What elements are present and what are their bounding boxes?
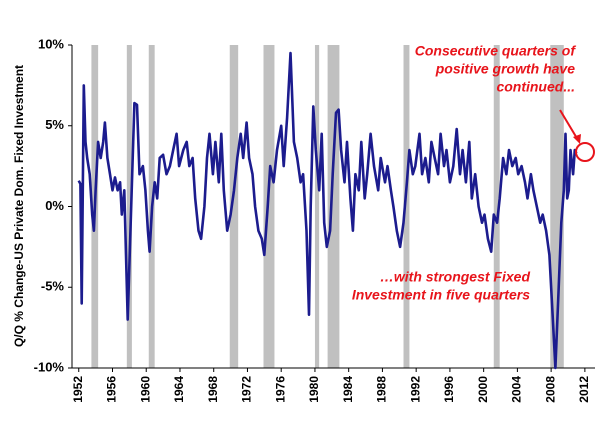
x-tick-label: 1956: [105, 376, 119, 403]
x-tick-label: 1980: [307, 376, 321, 403]
annotation: continued...: [496, 79, 575, 95]
recession-bar: [126, 45, 132, 368]
y-tick-label: 10%: [38, 36, 64, 51]
x-tick-label: 1952: [71, 376, 85, 403]
y-tick-label: 0%: [45, 198, 64, 213]
y-tick-label: -10%: [34, 359, 65, 374]
recession-bar: [314, 45, 320, 368]
recession-bar: [550, 45, 564, 368]
recession-bar: [327, 45, 340, 368]
x-tick-label: 1984: [341, 376, 355, 403]
recession-bar: [493, 45, 500, 368]
annotation: Investment in five quarters: [352, 287, 530, 303]
recession-bar: [403, 45, 410, 368]
x-tick-label: 2004: [510, 376, 524, 403]
x-tick-label: 1964: [172, 376, 186, 403]
highlight-circle: [575, 142, 595, 162]
x-tick-label: 2008: [543, 376, 557, 403]
y-tick-label: -5%: [41, 279, 65, 294]
y-axis-label: Q/Q % Change-US Private Dom. Fixed Inves…: [12, 65, 26, 347]
x-tick-label: 1976: [273, 376, 287, 403]
x-tick-label: 1996: [442, 376, 456, 403]
y-tick-label: 5%: [45, 117, 64, 132]
annotation: positive growth have: [435, 61, 575, 77]
x-tick-label: 2012: [577, 376, 591, 403]
x-tick-label: 1960: [138, 376, 152, 403]
arrow: [559, 109, 579, 141]
annotation: Consecutive quarters of: [415, 43, 577, 59]
recession-bar: [229, 45, 239, 368]
x-tick-label: 1988: [375, 376, 389, 403]
data-line: [77, 51, 578, 370]
x-tick-label: 2000: [476, 376, 490, 403]
annotation: …with strongest Fixed: [380, 269, 531, 285]
arrowhead: [573, 134, 581, 144]
x-tick-label: 1972: [240, 376, 254, 403]
x-tick-label: 1968: [206, 376, 220, 403]
x-tick-label: 1992: [408, 376, 422, 403]
